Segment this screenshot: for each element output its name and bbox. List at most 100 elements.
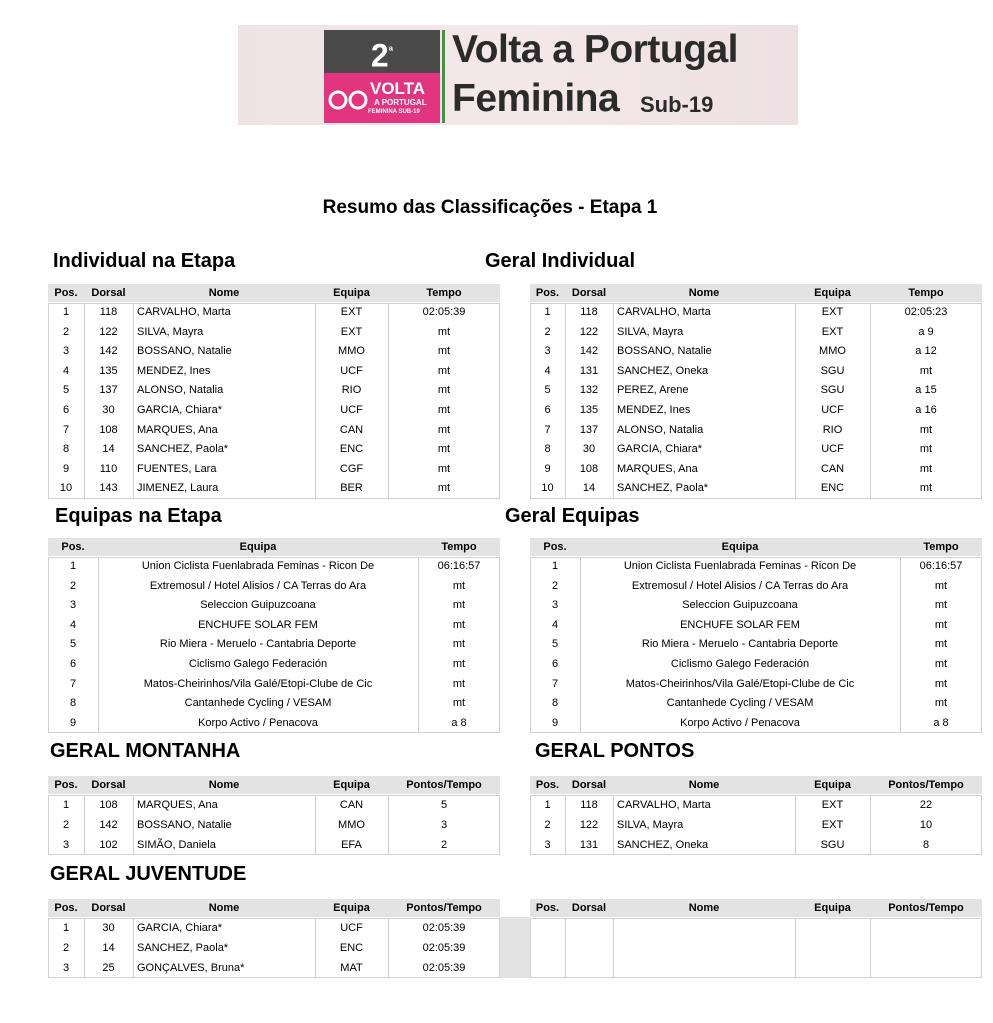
table-cell: 22 <box>919 799 933 811</box>
table-cell: SILVA, Mayra <box>137 325 204 338</box>
table-cell: 2 <box>440 839 448 851</box>
table-cell: SILVA, Mayra <box>617 325 684 338</box>
table-cell: mt <box>919 364 933 377</box>
table-cell: BOSSANO, Natalie <box>617 345 712 358</box>
column-header: Pontos/Tempo <box>388 776 500 794</box>
column-header: Equipa <box>315 284 388 302</box>
table-cell: a 8 <box>933 716 949 729</box>
table-cell: 8 <box>551 697 559 710</box>
table-cell: EXT <box>821 306 844 318</box>
table-body <box>530 918 982 978</box>
table-cell: SILVA, Mayra <box>617 819 684 831</box>
table-cell: EXT <box>821 819 844 831</box>
table-cell: 5 <box>69 638 77 651</box>
column-header: Nome <box>133 776 315 794</box>
table-cell: 8 <box>544 443 551 456</box>
column-divider <box>795 795 796 855</box>
table-cell: 10 <box>541 482 554 495</box>
column-header: Nome <box>613 776 795 794</box>
column-divider <box>388 918 389 978</box>
section-title: GERAL PONTOS <box>535 740 695 762</box>
table-cell: 137 <box>579 423 599 436</box>
table-cell: 02:05:23 <box>904 306 948 318</box>
table-cell: mt <box>919 423 933 436</box>
column-header: Pos. <box>48 899 84 917</box>
table-cell: MMO <box>338 819 365 831</box>
table-cell: SGU <box>820 839 845 851</box>
table-cell: CAN <box>339 799 364 811</box>
column-header: Equipa <box>315 776 388 794</box>
table-cell: 02:05:39 <box>422 942 466 954</box>
table-cell: 142 <box>99 345 118 358</box>
table-cell: 118 <box>99 306 118 318</box>
table-cell: 4 <box>62 364 70 377</box>
table-cell: 2 <box>62 942 70 954</box>
table-cell: 8 <box>62 443 70 456</box>
table-cell: mt <box>934 579 948 592</box>
table-cell: 2 <box>544 819 551 831</box>
table-cell: Seleccion Guipuzcoana <box>682 599 798 612</box>
section-title: GERAL MONTANHA <box>50 740 241 762</box>
table-cell: ENC <box>820 482 845 495</box>
column-header: Nome <box>133 899 315 917</box>
table-cell: UCF <box>340 404 363 416</box>
logo-ordinal: ª <box>388 44 394 58</box>
table-cell: FUENTES, Lara <box>137 462 217 475</box>
table-cell: Matos-Cheirinhos/Vila Galé/Etopi-Clube d… <box>143 677 373 690</box>
table-cell: 6 <box>69 658 77 670</box>
logo-number-block: 2ª <box>324 30 440 74</box>
column-header: Dorsal <box>84 284 133 302</box>
table-cell: SANCHEZ, Paola* <box>137 443 229 456</box>
column-header: Equipa <box>580 538 900 556</box>
column-header: Nome <box>133 284 315 302</box>
table-cell: Seleccion Guipuzcoana <box>200 599 316 612</box>
table-cell: BER <box>340 482 363 495</box>
logo-divider <box>442 30 445 123</box>
table-cell: 1 <box>544 306 551 318</box>
table-cell: Extremosul / Hotel Alisios / CA Terras d… <box>149 579 367 592</box>
table-cell: 14 <box>102 443 115 456</box>
table-cell: 4 <box>551 618 559 631</box>
table-cell: 14 <box>582 482 596 495</box>
table-cell: 25 <box>102 962 115 974</box>
column-divider <box>565 918 566 978</box>
column-divider <box>315 303 316 499</box>
spacer <box>500 917 530 978</box>
column-divider <box>315 918 316 978</box>
table-cell: a 9 <box>918 325 934 338</box>
table-cell: mt <box>919 482 933 495</box>
column-divider <box>98 557 99 734</box>
column-divider <box>795 918 796 978</box>
table-cell: 5 <box>551 638 559 651</box>
table-cell: Rio Miera - Meruelo - Cantabria Deporte <box>159 638 357 651</box>
table-cell: 02:05:39 <box>422 962 466 974</box>
logo-brand: VOLTA <box>370 79 426 98</box>
table-cell: mt <box>437 404 451 416</box>
column-divider <box>133 795 134 855</box>
table-cell: mt <box>437 325 451 338</box>
table-cell: 1 <box>69 560 77 572</box>
table-cell: 6 <box>551 658 559 670</box>
table-cell: CARVALHO, Marta <box>137 306 231 318</box>
table-cell: 4 <box>544 364 551 377</box>
table-cell: a 8 <box>451 716 467 729</box>
table-cell: 135 <box>579 404 599 416</box>
table-cell: mt <box>934 599 948 612</box>
column-header: Equipa <box>795 284 870 302</box>
table-cell: UCF <box>340 922 363 934</box>
column-header: Pontos/Tempo <box>388 899 500 917</box>
table-cell: Cantanhede Cycling / VESAM <box>666 697 814 710</box>
table-cell: 06:16:57 <box>919 560 963 572</box>
table-body <box>530 795 982 855</box>
table-cell: 30 <box>102 404 115 416</box>
page-title: Resumo das Classificações - Etapa 1 <box>322 197 658 218</box>
column-header: Pos. <box>48 776 84 794</box>
table-cell: 6 <box>544 404 551 416</box>
table-cell: 7 <box>62 423 70 436</box>
table-cell: 3 <box>69 599 77 612</box>
column-divider <box>613 918 614 978</box>
table-cell: 2 <box>544 325 551 338</box>
table-cell: Rio Miera - Meruelo - Cantabria Deporte <box>641 638 839 651</box>
table-cell: UCF <box>821 404 844 416</box>
